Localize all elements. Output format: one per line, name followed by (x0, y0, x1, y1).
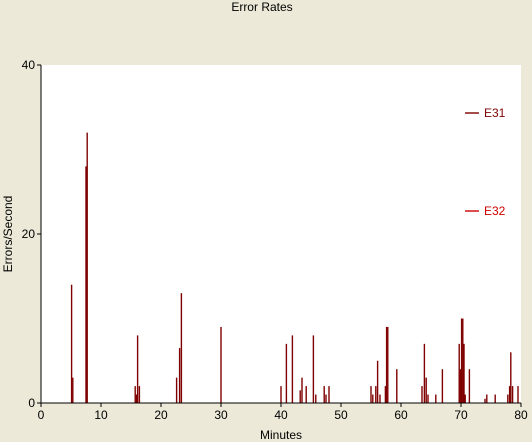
x-tick-label: 10 (94, 408, 108, 422)
legend-label-e31: E31 (484, 106, 506, 120)
x-tick-label: 30 (214, 408, 228, 422)
bars-layer (70, 132, 519, 403)
x-tick-label: 40 (274, 408, 288, 422)
x-tick-label: 20 (154, 408, 168, 422)
x-tick-label: 60 (394, 408, 408, 422)
legend-label-e32: E32 (484, 204, 506, 218)
y-axis-label: Errors/Second (1, 196, 15, 273)
x-tick-label: 50 (334, 408, 348, 422)
legend: E31 E32 (465, 106, 506, 218)
x-tick-label: 80 (514, 408, 528, 422)
chart-title: Error Rates (231, 0, 292, 14)
x-tick-label: 0 (38, 408, 45, 422)
plot-area (41, 65, 521, 403)
y-tick-label: 0 (28, 396, 35, 410)
y-axis-ticks: 0 20 40 (22, 58, 41, 410)
x-tick-label: 70 (454, 408, 468, 422)
x-axis-label: Minutes (260, 428, 302, 442)
y-tick-label: 40 (22, 58, 36, 72)
x-axis-ticks: 0 10 20 30 40 50 60 70 80 (38, 403, 528, 422)
y-tick-label: 20 (22, 227, 36, 241)
